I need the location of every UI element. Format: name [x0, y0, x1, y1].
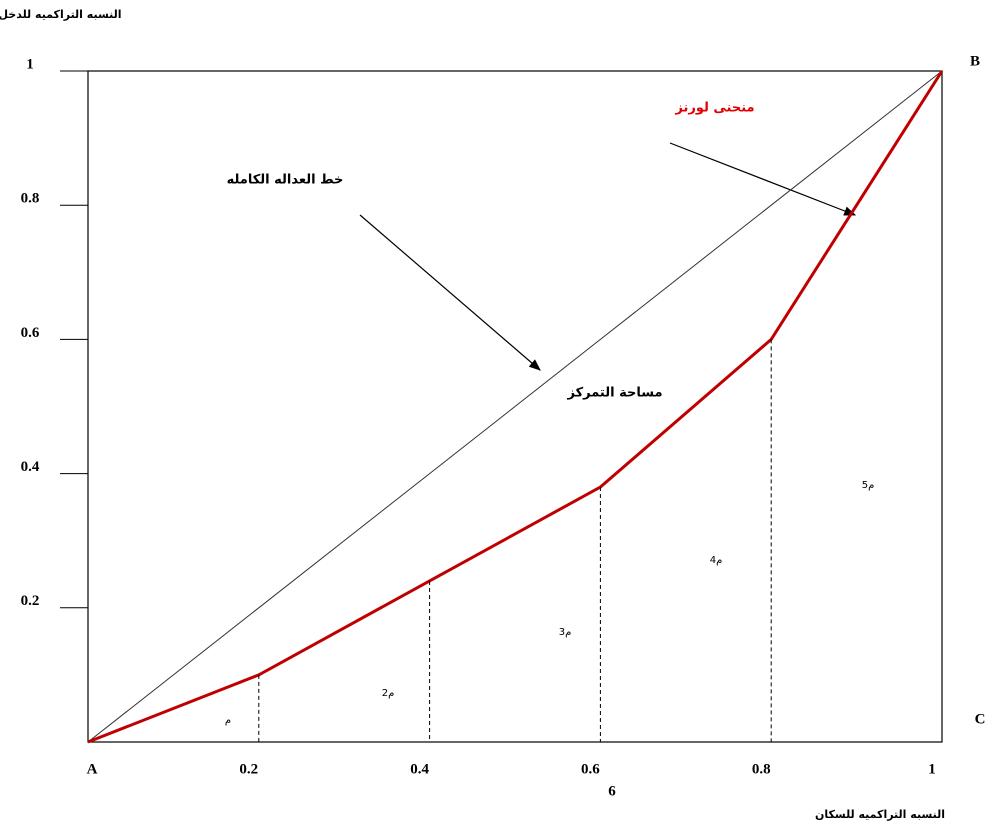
y-tick-label: 0.8 — [21, 191, 40, 207]
y-tick-label: 1 — [26, 56, 34, 72]
lorenz-curve-label: منحنى لورنز — [674, 101, 754, 116]
area-label: مساحة التمركز — [566, 386, 662, 401]
region-label: م5 — [862, 480, 875, 491]
x-tick-label: 0.2 — [239, 761, 258, 777]
region-label: م4 — [710, 555, 723, 566]
arrow — [359, 214, 541, 371]
x-axis-label: النسبه التراكميه للسكان — [815, 808, 945, 821]
region-label: م2 — [382, 688, 395, 699]
x-tick-label: 0.8 — [752, 761, 771, 777]
x-tick-label: 0.4 — [410, 761, 429, 777]
equality-line-label: خط العداله الكامله — [227, 173, 344, 188]
region-label: م — [225, 715, 231, 726]
y-tick-label: 0.6 — [21, 325, 40, 341]
series-line — [87, 70, 944, 744]
series-line — [87, 70, 943, 743]
y-tick-label: 0.4 — [21, 459, 40, 475]
corner-label: C — [975, 711, 986, 727]
corner-label: A — [87, 761, 98, 777]
y-tick-label: 0.2 — [21, 593, 40, 609]
region-label: م3 — [559, 627, 572, 638]
y-axis-label: النسبه التراكميه للدخل — [0, 8, 122, 21]
corner-label: B — [970, 53, 980, 69]
arrow — [669, 142, 857, 216]
x-tick-label: 1 — [928, 761, 936, 777]
page-number: 6 — [608, 783, 616, 799]
plot-frame — [87, 70, 943, 743]
x-tick-label: 0.6 — [581, 761, 600, 777]
